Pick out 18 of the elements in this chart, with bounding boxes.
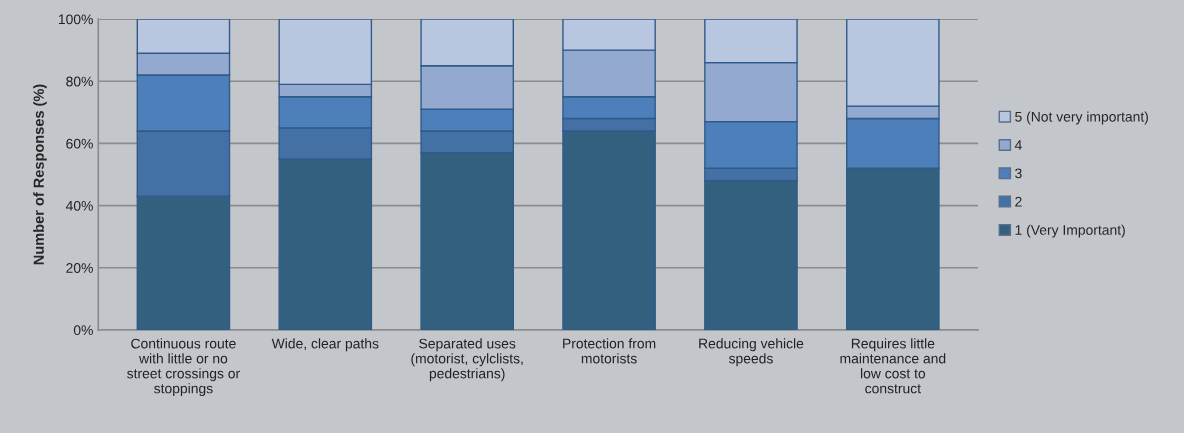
x-tick-label: Protection from motorists — [563, 338, 656, 364]
y-tick-label: 100% — [58, 14, 93, 25]
legend-label: 4 — [1014, 140, 1022, 150]
x-tick-label: Wide, clear paths — [271, 338, 379, 352]
legend-label: 1 (Very Important) — [1015, 224, 1125, 238]
x-tick-label: Continuous route with little or no street crossings or stoppings — [127, 338, 240, 397]
y-axis-title: Number of Responses (%) — [33, 84, 47, 265]
legend-label: 2 — [1015, 196, 1022, 207]
y-tick-label: 60% — [66, 138, 93, 149]
legend-label: 3 — [1015, 168, 1022, 179]
y-tick-label: 20% — [66, 263, 93, 273]
x-tick-label: Separated uses (motorist, cylclists, pedestrians) — [411, 338, 523, 382]
legend-label: 5 (Not very important) — [1015, 111, 1148, 125]
y-tick-label: 40% — [65, 200, 93, 211]
y-tick-label: 0% — [73, 325, 93, 336]
x-tick-label: Requires little maintenance and low cost to construct — [840, 338, 946, 394]
x-tick-label: Reducing vehicle speeds — [699, 338, 804, 367]
y-tick-label: 80% — [66, 76, 93, 87]
